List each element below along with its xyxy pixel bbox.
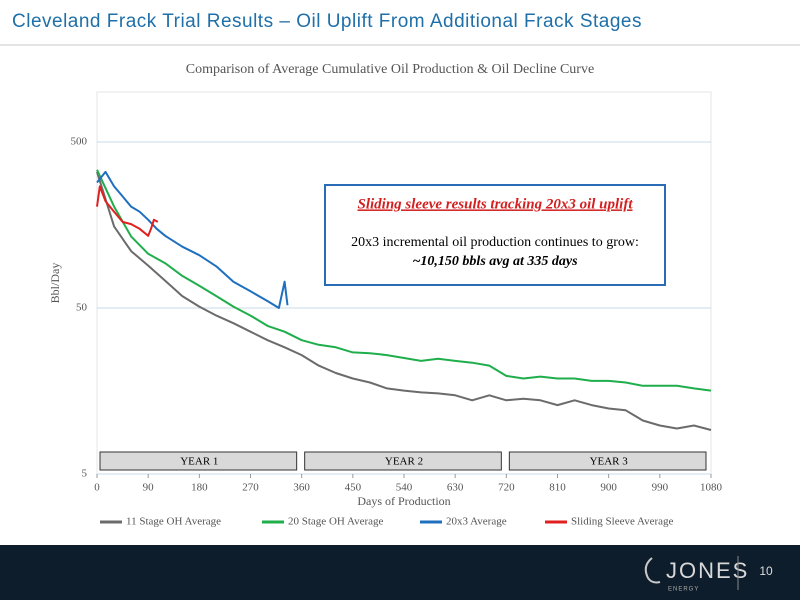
x-tick-label: 900 bbox=[600, 482, 617, 494]
annotation-heading: Sliding sleeve results tracking 20x3 oil… bbox=[357, 196, 633, 212]
x-tick-label: 1080 bbox=[700, 482, 723, 494]
y-tick-label: 50 bbox=[76, 302, 88, 314]
period-box bbox=[304, 451, 502, 471]
x-tick-label: 180 bbox=[191, 482, 208, 494]
slide-title: Cleveland Frack Trial Results – Oil Upli… bbox=[12, 11, 642, 32]
x-tick-label: 720 bbox=[498, 482, 515, 494]
x-tick-label: 990 bbox=[652, 482, 669, 494]
legend-label: 20x3 Average bbox=[446, 516, 507, 528]
legend-label: 20 Stage OH Average bbox=[288, 516, 384, 528]
logo-subtext: ENERGY bbox=[668, 587, 699, 593]
y-tick-label: 500 bbox=[71, 136, 88, 148]
plot-area: 5 50 500 0 90 180 270 360 450 540 630 720 810 900 990 1… bbox=[71, 91, 723, 528]
x-tick-label: 0 bbox=[94, 482, 100, 494]
page-number: 10 bbox=[759, 564, 773, 578]
chart-title: Comparison of Average Cumulative Oil Pro… bbox=[186, 62, 594, 77]
annotation-box bbox=[324, 184, 666, 286]
annotation-text: 20x3 incremental oil production continue… bbox=[351, 235, 639, 250]
period-box bbox=[99, 451, 298, 471]
y-tick-label: 5 bbox=[82, 468, 88, 480]
x-tick-label: 450 bbox=[345, 482, 362, 494]
period-box bbox=[508, 451, 707, 471]
legend-label: Sliding Sleeve Average bbox=[571, 516, 674, 528]
logo-text: JONES bbox=[666, 558, 749, 583]
x-axis-label: Days of Production bbox=[357, 494, 450, 508]
series-line bbox=[96, 185, 159, 237]
x-tick-label: 810 bbox=[549, 482, 566, 494]
annotation-highlight: ~10,150 bbls avg at 335 days bbox=[412, 254, 578, 269]
series-line bbox=[96, 169, 712, 392]
period-label: YEAR 1 bbox=[180, 456, 218, 468]
x-tick-label: 540 bbox=[396, 482, 413, 494]
legend-label: 11 Stage OH Average bbox=[126, 516, 221, 528]
logo-mark bbox=[644, 557, 661, 584]
footer-band bbox=[0, 545, 800, 600]
x-tick-label: 90 bbox=[143, 482, 155, 494]
y-axis-label: Bbl/Day bbox=[48, 263, 62, 304]
period-label: YEAR 3 bbox=[590, 456, 629, 468]
series-line bbox=[96, 171, 712, 431]
x-tick-label: 270 bbox=[242, 482, 259, 494]
x-tick-label: 360 bbox=[293, 482, 310, 494]
x-tick-label: 630 bbox=[447, 482, 464, 494]
series-line bbox=[96, 170, 289, 309]
period-label: YEAR 2 bbox=[385, 456, 423, 468]
